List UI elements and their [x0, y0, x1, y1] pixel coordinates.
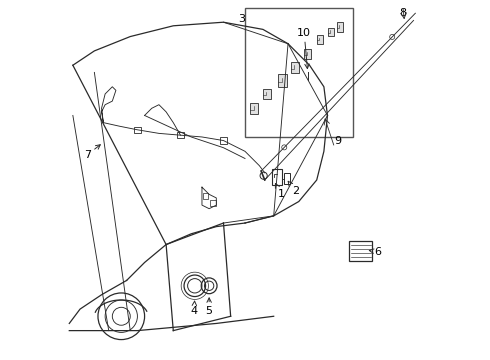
Text: 8: 8 [399, 8, 406, 18]
Bar [220, 137, 227, 144]
FancyBboxPatch shape [317, 35, 323, 44]
Text: 3: 3 [238, 14, 245, 24]
Text: 9: 9 [335, 136, 342, 145]
Circle shape [306, 62, 310, 65]
FancyBboxPatch shape [272, 169, 282, 185]
Text: 1: 1 [275, 184, 284, 199]
Text: 5: 5 [206, 298, 213, 316]
Ellipse shape [301, 54, 314, 72]
Bar [134, 127, 141, 133]
Text: 7: 7 [84, 145, 100, 160]
FancyBboxPatch shape [328, 28, 334, 36]
FancyBboxPatch shape [304, 49, 311, 59]
FancyBboxPatch shape [291, 62, 299, 73]
Bar [177, 132, 184, 138]
Text: 10: 10 [297, 28, 311, 68]
FancyBboxPatch shape [285, 173, 290, 184]
FancyBboxPatch shape [337, 22, 343, 32]
FancyBboxPatch shape [278, 74, 287, 87]
Bar [203, 193, 208, 199]
Text: 4: 4 [191, 301, 197, 316]
Bar [210, 201, 216, 206]
Bar [245, 8, 353, 137]
FancyBboxPatch shape [263, 89, 271, 99]
Bar [349, 241, 372, 261]
Text: 2: 2 [288, 181, 299, 196]
FancyBboxPatch shape [250, 103, 258, 114]
Text: 6: 6 [369, 247, 381, 257]
